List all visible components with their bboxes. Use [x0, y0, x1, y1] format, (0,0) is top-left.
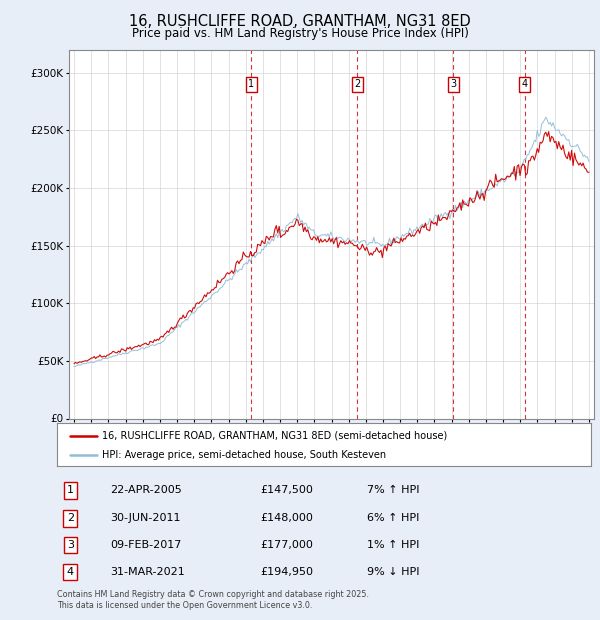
Text: 3: 3: [451, 79, 457, 89]
Text: £194,950: £194,950: [260, 567, 313, 577]
Text: 16, RUSHCLIFFE ROAD, GRANTHAM, NG31 8ED: 16, RUSHCLIFFE ROAD, GRANTHAM, NG31 8ED: [129, 14, 471, 29]
Text: 4: 4: [521, 79, 527, 89]
Text: 6% ↑ HPI: 6% ↑ HPI: [367, 513, 419, 523]
Text: Contains HM Land Registry data © Crown copyright and database right 2025.
This d: Contains HM Land Registry data © Crown c…: [57, 590, 369, 609]
Text: 9% ↓ HPI: 9% ↓ HPI: [367, 567, 419, 577]
Text: 30-JUN-2011: 30-JUN-2011: [110, 513, 181, 523]
Text: 16, RUSHCLIFFE ROAD, GRANTHAM, NG31 8ED (semi-detached house): 16, RUSHCLIFFE ROAD, GRANTHAM, NG31 8ED …: [103, 431, 448, 441]
Text: £147,500: £147,500: [260, 485, 313, 495]
Text: 7% ↑ HPI: 7% ↑ HPI: [367, 485, 419, 495]
Text: HPI: Average price, semi-detached house, South Kesteven: HPI: Average price, semi-detached house,…: [103, 450, 386, 461]
Text: 2: 2: [67, 513, 74, 523]
Text: 3: 3: [67, 540, 74, 550]
Text: 09-FEB-2017: 09-FEB-2017: [110, 540, 182, 550]
Text: £148,000: £148,000: [260, 513, 313, 523]
Text: 1: 1: [248, 79, 254, 89]
Text: 22-APR-2005: 22-APR-2005: [110, 485, 182, 495]
Text: 4: 4: [67, 567, 74, 577]
Text: £177,000: £177,000: [260, 540, 313, 550]
Text: Price paid vs. HM Land Registry's House Price Index (HPI): Price paid vs. HM Land Registry's House …: [131, 27, 469, 40]
Text: 1: 1: [67, 485, 74, 495]
Text: 2: 2: [354, 79, 361, 89]
Text: 1% ↑ HPI: 1% ↑ HPI: [367, 540, 419, 550]
Text: 31-MAR-2021: 31-MAR-2021: [110, 567, 185, 577]
